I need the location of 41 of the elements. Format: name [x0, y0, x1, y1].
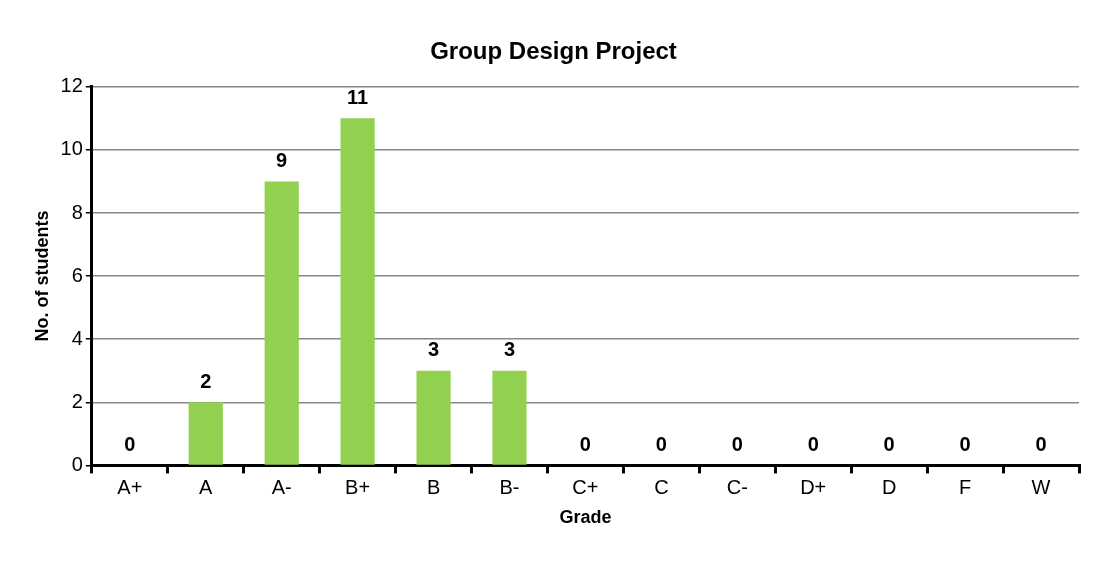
data-label: 0	[731, 432, 743, 455]
y-tick-label: 0	[71, 452, 83, 475]
y-tick-label: 2	[71, 389, 83, 412]
data-label: 2	[200, 369, 212, 392]
data-label: 9	[276, 148, 288, 171]
y-tick-label: 8	[71, 200, 83, 223]
bar	[188, 402, 223, 465]
x-tick-label: F	[958, 475, 972, 498]
bar	[492, 370, 527, 465]
y-tick-label: 12	[60, 74, 83, 97]
x-tick-label: A+	[117, 475, 143, 498]
data-label: 11	[347, 85, 369, 108]
bar	[264, 181, 299, 465]
x-tick-label: D+	[800, 475, 827, 498]
data-label: 0	[959, 432, 971, 455]
data-label: 3	[427, 338, 440, 361]
y-axis-title: No. of students	[31, 210, 52, 342]
bar	[340, 118, 375, 465]
x-tick-label: B	[426, 475, 441, 498]
x-axis-title: Grade	[559, 507, 612, 528]
data-label: 0	[1035, 432, 1047, 455]
chart-title: Group Design Project	[430, 37, 677, 65]
x-tick-label: A	[199, 475, 214, 498]
data-label: 0	[579, 432, 591, 455]
x-tick-label: W	[1031, 475, 1051, 498]
data-label: 0	[807, 432, 819, 455]
x-tick-label: C	[654, 475, 669, 498]
y-tick-label: 6	[71, 263, 83, 286]
data-label: 3	[503, 338, 516, 361]
x-tick-label: A-	[271, 475, 292, 498]
bar	[416, 370, 451, 465]
y-tick-label: 10	[60, 137, 83, 160]
data-label: 0	[655, 432, 667, 455]
y-tick-label: 4	[71, 326, 83, 349]
data-label: 0	[883, 432, 895, 455]
x-tick-label: B+	[345, 475, 371, 498]
x-tick-label: C+	[572, 475, 599, 498]
x-tick-label: B-	[499, 475, 520, 498]
data-label: 0	[124, 432, 136, 455]
x-tick-label: D	[881, 475, 897, 498]
x-tick-label: C-	[726, 475, 748, 498]
